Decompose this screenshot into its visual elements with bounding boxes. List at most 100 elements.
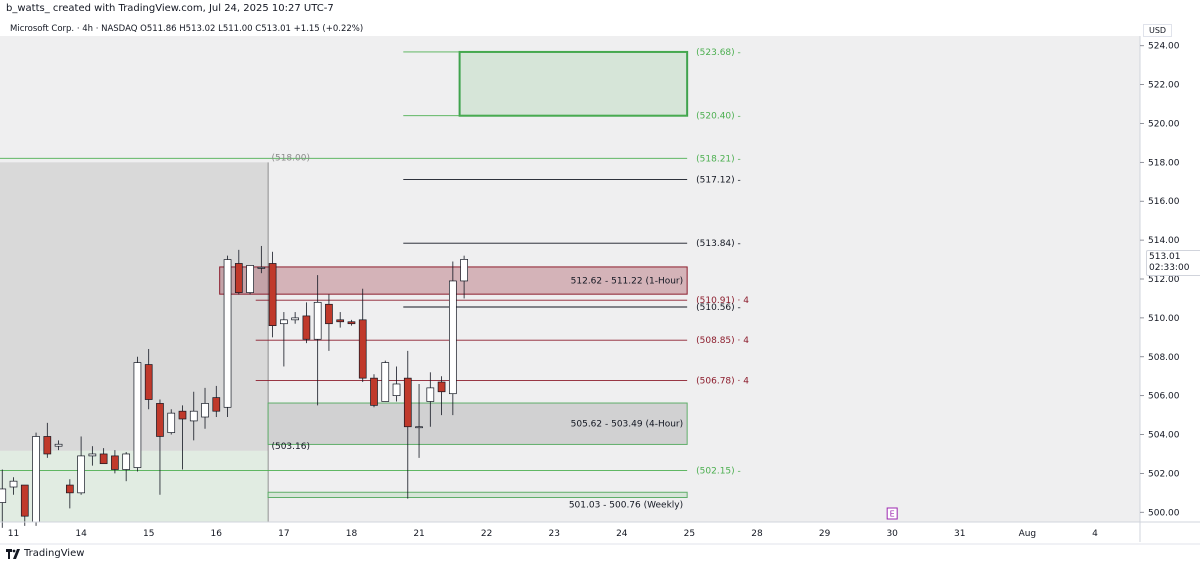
tradingview-logo-icon [6,548,20,559]
y-tick-label: 524.00 [1148,42,1180,52]
candle[interactable] [437,376,446,416]
candle[interactable] [381,360,390,402]
candle-body [144,364,153,400]
x-tick-label: 16 [211,529,223,539]
candle[interactable] [156,399,164,495]
x-tick-label: 30 [886,529,898,539]
candle[interactable] [234,249,243,295]
candle-body [88,453,97,457]
candle[interactable] [313,275,322,406]
candle[interactable] [77,436,85,495]
y-tick-label: 518.00 [1148,158,1180,168]
candle[interactable] [392,366,401,402]
y-tick-label: 504.00 [1148,431,1180,441]
candle-body [302,315,311,340]
candle[interactable] [144,348,153,410]
candle-body [133,362,142,468]
y-tick-label: 514.00 [1148,236,1180,246]
candle-body [212,397,221,412]
chart-credit: b_watts_ created with TradingView.com, J… [6,3,334,14]
candle[interactable] [460,255,468,299]
candle-body [313,301,322,340]
zone-label: 512.62 - 511.22 (1-Hour) [571,277,684,287]
y-tick-label: 510.00 [1148,314,1180,324]
x-tick-label: 25 [684,529,695,539]
x-tick-label: 11 [8,529,19,539]
candle[interactable] [99,448,108,465]
candle[interactable] [336,312,345,328]
candle-body [437,381,446,393]
candle-body [246,265,254,293]
x-tick-label: 15 [143,529,154,539]
symbol-legend: Microsoft Corp. · 4h · NASDAQ O511.86 H5… [10,24,364,34]
x-tick-label: 18 [346,529,358,539]
zone-label: 501.03 - 500.76 (Weekly) [569,501,683,511]
candle[interactable] [20,484,29,526]
candle[interactable] [43,422,52,458]
currency-badge[interactable]: USD [1143,24,1173,37]
candle[interactable] [201,387,209,429]
x-tick-label: 29 [819,529,831,539]
x-tick-label: 31 [954,529,965,539]
candle[interactable] [88,446,97,466]
zone-target[interactable] [458,50,689,117]
candle[interactable] [403,350,412,499]
price-level-label: (517.12) - [696,175,741,185]
price-level-label: (513.84) - [696,239,741,249]
candle[interactable] [0,469,7,528]
candle-body [20,484,29,517]
price-chart[interactable]: 512.62 - 511.22 (1-Hour) 505.62 - 503.49 … [0,18,1200,567]
y-tick-label: 516.00 [1148,197,1180,207]
candle[interactable] [65,479,74,509]
brand-name: TradingView [24,548,85,559]
candle[interactable] [257,245,266,274]
candle-body [234,263,243,293]
candle-body [178,410,187,420]
last-price-label: 513.01 02:33:00 [1146,250,1200,276]
candle[interactable] [133,356,142,472]
price-level-label: (506.78) · 4 [696,376,749,386]
candle[interactable] [291,312,299,324]
candle-body [460,259,468,282]
candle-body [291,317,299,321]
candle[interactable] [167,409,176,435]
price-level-label: (508.85) · 4 [696,336,749,346]
candle[interactable] [370,374,378,408]
earnings-marker[interactable] [886,507,898,520]
candle-body [43,436,52,455]
y-tick-label: 522.00 [1148,81,1180,91]
candle[interactable] [426,372,435,427]
x-tick-label: 21 [413,529,424,539]
candle[interactable] [280,312,288,367]
zone-gray[interactable] [267,402,688,445]
candle-body [415,426,423,429]
candle[interactable] [449,261,457,416]
candle[interactable] [268,251,277,338]
x-tick-label: 4 [1092,529,1098,539]
candle-body [9,480,18,488]
candle[interactable] [111,450,119,474]
zone-green[interactable] [267,491,688,499]
price-level-label: (520.40) - [696,112,741,122]
candle-body [54,443,63,447]
candle-body [280,319,288,325]
candle[interactable] [54,440,63,451]
candle[interactable] [358,288,367,383]
candle[interactable] [246,265,254,295]
candle[interactable] [9,477,18,495]
candle[interactable] [189,391,198,441]
candle[interactable] [325,294,333,351]
candle[interactable] [178,405,187,470]
candle-body [403,377,412,428]
x-tick-label: Aug [1019,529,1037,539]
candle[interactable] [302,302,311,344]
candle[interactable] [32,432,40,526]
candle[interactable] [122,452,131,482]
candle[interactable] [212,385,221,418]
candle[interactable] [223,255,232,418]
candle[interactable] [347,319,356,326]
footer-brand[interactable]: TradingView [6,548,84,559]
candle[interactable] [415,383,423,458]
y-tick-label: 520.00 [1148,119,1180,129]
x-tick-label: 14 [75,529,87,539]
